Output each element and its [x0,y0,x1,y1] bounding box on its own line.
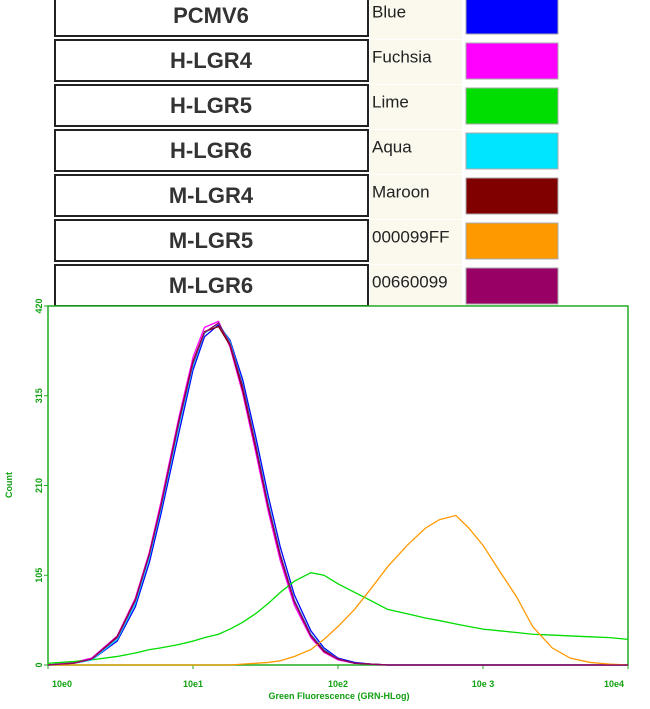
legend-color-cell [370,130,462,174]
legend-label: M-LGR6 [169,273,253,298]
legend-cell [54,84,369,127]
y-tick-label: 0 [34,662,44,667]
color-label: Lime [372,92,409,111]
legend-swatch [465,222,559,260]
legend-swatch [465,42,559,80]
legend-cell [54,174,369,217]
legend-label: PCMV6 [173,3,249,28]
legend-color-cell [370,40,462,84]
legend-label: M-LGR5 [169,228,253,253]
x-axis-label: Green Fluorescence (GRN-HLog) [268,691,409,701]
legend-cell [54,39,369,82]
legend-swatch [465,0,559,35]
x-tick-label: 10e 3 [472,679,495,689]
color-label: Blue [372,2,406,21]
legend-label: H-LGR4 [170,48,253,73]
y-tick-label: 210 [34,478,44,493]
legend-color-cell [370,175,462,219]
x-tick-label: 10e4 [604,679,624,689]
color-label: 00660099 [372,272,448,291]
y-axis-label: Count [4,472,14,498]
legend-swatch [465,87,559,125]
color-label: 000099FF [372,227,450,246]
legend-color-cell [370,0,462,39]
legend-cell [54,264,369,307]
legend-swatch [465,267,559,305]
legend-swatch [465,132,559,170]
legend-color-cell [370,220,462,264]
x-tick-label: 10e1 [183,679,203,689]
histogram-line [47,322,628,666]
legend: PCMV6 Blue H-LGR4 Fuchsia H-LGR5 Lime H-LGR6 Aq… [54,0,559,309]
legend-swatch [465,177,559,215]
color-label: Aqua [372,137,412,156]
legend-cell [54,0,369,37]
legend-label: H-LGR5 [170,93,252,118]
legend-color-cell [370,265,462,309]
legend-label: H-LGR6 [170,138,252,163]
x-tick-label: 10e2 [328,679,348,689]
y-tick-label: 420 [34,298,44,313]
legend-label: M-LGR4 [169,183,254,208]
plot-area: 0 105 210 315 420 10e0 10e1 10e2 10e 3 10e4 [34,298,629,689]
y-tick-label: 105 [34,568,44,583]
legend-cell [54,219,369,262]
histogram-line [48,514,629,666]
histogram-line [47,572,629,664]
y-tick-label: 315 [34,388,44,403]
color-label: Maroon [372,182,430,201]
legend-color-cell [370,85,462,129]
color-label: Fuchsia [372,47,432,66]
x-tick-label: 10e0 [52,679,72,689]
plot-frame [47,305,629,666]
legend-cell [54,129,369,172]
